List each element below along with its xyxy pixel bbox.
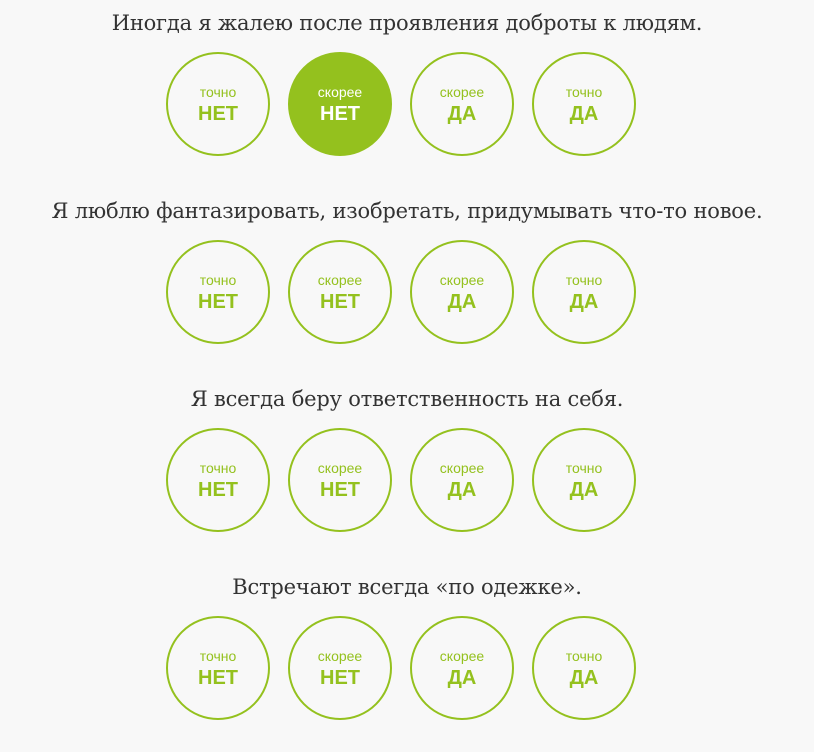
option-rather-no[interactable]: скорее НЕТ: [288, 616, 392, 720]
question-text: Иногда я жалею после проявления доброты …: [111, 11, 703, 35]
option-rather-yes[interactable]: скорее ДА: [410, 428, 514, 532]
option-qualifier: точно: [565, 648, 603, 664]
option-definitely-no[interactable]: точно НЕТ: [166, 52, 270, 156]
option-answer: ДА: [569, 103, 599, 125]
option-qualifier: точно: [565, 84, 603, 100]
option-answer: ДА: [447, 291, 477, 313]
option-rather-no[interactable]: скорее НЕТ: [288, 240, 392, 344]
answer-options: точно НЕТ скорее НЕТ скорее ДА точно ДА: [166, 240, 646, 344]
option-definitely-no[interactable]: точно НЕТ: [166, 616, 270, 720]
option-answer: НЕТ: [198, 667, 238, 689]
question-2: Я люблю фантазировать, изобретать, приду…: [0, 188, 814, 376]
option-definitely-no[interactable]: точно НЕТ: [166, 428, 270, 532]
option-definitely-yes[interactable]: точно ДА: [532, 240, 636, 344]
option-qualifier: скорее: [439, 648, 485, 664]
option-rather-no[interactable]: скорее НЕТ: [288, 52, 392, 156]
option-qualifier: скорее: [317, 84, 363, 100]
question-4: Встречают всегда «по одежке». точно НЕТ …: [0, 564, 814, 752]
option-answer: НЕТ: [320, 291, 360, 313]
question-1: Иногда я жалею после проявления доброты …: [0, 0, 814, 188]
option-definitely-yes[interactable]: точно ДА: [532, 52, 636, 156]
option-qualifier: точно: [565, 272, 603, 288]
option-answer: НЕТ: [320, 479, 360, 501]
option-qualifier: скорее: [439, 84, 485, 100]
option-qualifier: скорее: [317, 272, 363, 288]
option-qualifier: скорее: [439, 460, 485, 476]
question-text: Я всегда беру ответственность на себя.: [190, 387, 624, 411]
option-answer: ДА: [447, 479, 477, 501]
option-rather-yes[interactable]: скорее ДА: [410, 616, 514, 720]
question-3: Я всегда беру ответственность на себя. т…: [0, 376, 814, 564]
option-answer: НЕТ: [198, 103, 238, 125]
option-qualifier: скорее: [439, 272, 485, 288]
answer-options: точно НЕТ скорее НЕТ скорее ДА точно ДА: [166, 428, 646, 532]
option-qualifier: точно: [199, 272, 237, 288]
option-answer: ДА: [569, 667, 599, 689]
option-definitely-yes[interactable]: точно ДА: [532, 428, 636, 532]
option-qualifier: скорее: [317, 648, 363, 664]
option-answer: ДА: [447, 103, 477, 125]
option-qualifier: точно: [199, 648, 237, 664]
option-rather-no[interactable]: скорее НЕТ: [288, 428, 392, 532]
option-answer: ДА: [569, 291, 599, 313]
option-definitely-no[interactable]: точно НЕТ: [166, 240, 270, 344]
answer-options: точно НЕТ скорее НЕТ скорее ДА точно ДА: [166, 616, 646, 720]
option-qualifier: скорее: [317, 460, 363, 476]
option-definitely-yes[interactable]: точно ДА: [532, 616, 636, 720]
option-answer: НЕТ: [320, 103, 360, 125]
option-rather-yes[interactable]: скорее ДА: [410, 240, 514, 344]
option-qualifier: точно: [565, 460, 603, 476]
option-answer: НЕТ: [198, 479, 238, 501]
option-qualifier: точно: [199, 460, 237, 476]
option-answer: НЕТ: [320, 667, 360, 689]
question-text: Встречают всегда «по одежке».: [232, 575, 582, 599]
answer-options: точно НЕТ скорее НЕТ скорее ДА точно ДА: [166, 52, 646, 156]
option-rather-yes[interactable]: скорее ДА: [410, 52, 514, 156]
option-answer: НЕТ: [198, 291, 238, 313]
option-answer: ДА: [447, 667, 477, 689]
option-answer: ДА: [569, 479, 599, 501]
question-text: Я люблю фантазировать, изобретать, приду…: [51, 199, 763, 223]
option-qualifier: точно: [199, 84, 237, 100]
